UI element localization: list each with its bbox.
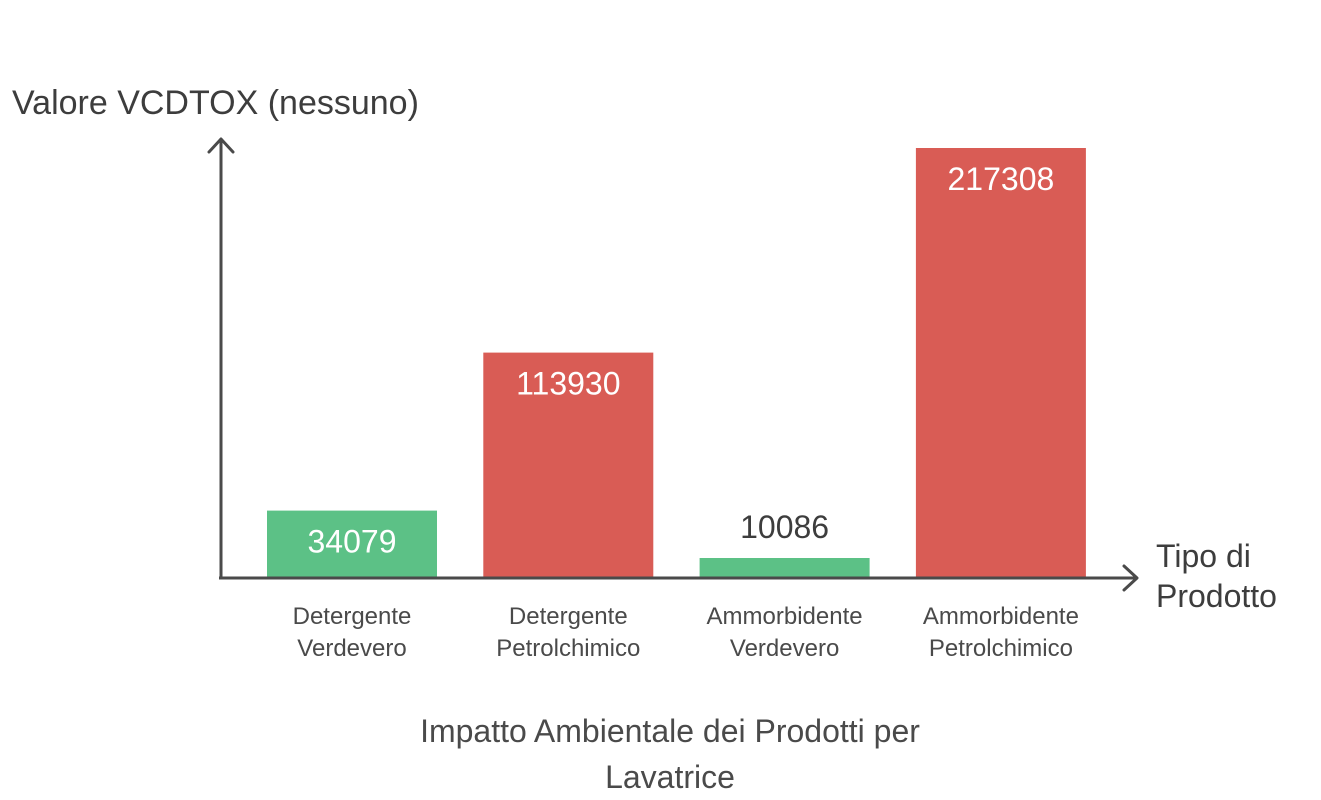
category-label-1: Detergente Petrolchimico [496,603,640,662]
value-label-3: 217308 [948,161,1055,197]
axes-layer [207,137,1139,592]
category-label-3: Ammorbidente Petrolchimico [923,603,1079,662]
bar-0 [267,510,437,578]
bar-2 [699,558,870,578]
bars-layer [267,148,1086,578]
x-axis-title: Tipo di Prodotto [1156,538,1277,614]
bar-3 [915,148,1086,578]
chart-title: Impatto Ambientale dei Prodotti per Lava… [420,713,920,795]
value-label-0: 34079 [308,524,397,560]
category-label-2: Ammorbidente Verdevero [707,603,863,662]
labels-layer: 34079 Detergente Verdevero 113930 Detergente… [293,161,1079,662]
value-label-1: 113930 [516,366,620,402]
value-label-2: 10086 [740,509,829,545]
y-axis-arrow-icon [207,137,235,154]
category-label-0: Detergente Verdevero [293,603,412,662]
y-axis-title: Valore VCDTOX (nessuno) [12,84,419,122]
bar-1 [483,352,654,578]
x-axis-arrow-icon [1122,564,1139,592]
